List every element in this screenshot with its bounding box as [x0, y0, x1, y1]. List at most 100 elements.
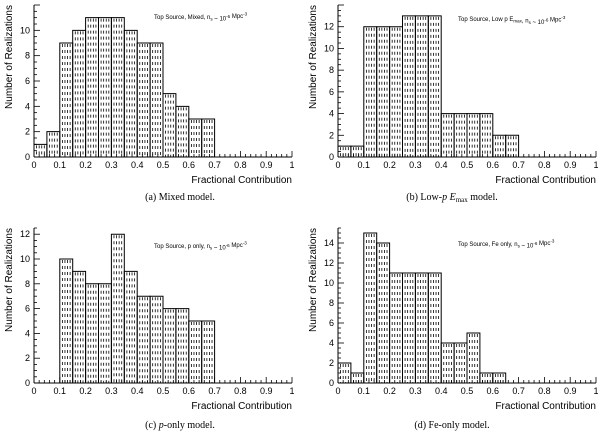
y-tick-label: 6	[25, 76, 30, 86]
histogram-bar	[162, 308, 177, 383]
x-tick-label: 0.4	[435, 386, 448, 396]
x-tick-label: 0.1	[54, 386, 67, 396]
x-tick-label: 0.6	[183, 386, 196, 396]
x-tick-label: 0.5	[461, 160, 474, 170]
histogram-bar	[402, 272, 416, 383]
histogram-bar	[492, 372, 507, 383]
x-tick-label: 0	[335, 160, 340, 170]
histogram-bar	[72, 29, 87, 157]
x-tick-label: 0.8	[234, 160, 247, 170]
histogram-bar	[440, 342, 455, 383]
x-tick-label: 0.2	[383, 386, 396, 396]
histogram-bar	[110, 17, 125, 157]
y-axis-label: Number of Realizations	[4, 228, 15, 332]
panel-caption: (d) Fe-only model.	[414, 420, 489, 431]
y-axis-label: Number of Realizations	[4, 5, 15, 109]
x-axis-label: Fractional Contribution	[191, 175, 292, 186]
histogram-bar	[363, 26, 378, 157]
y-tick-label: 0	[25, 378, 30, 388]
histogram-bar	[350, 372, 365, 383]
histogram-bar	[123, 270, 138, 383]
x-tick-label: 0	[31, 386, 36, 396]
histogram-bar	[479, 113, 494, 157]
y-tick-label: 14	[324, 238, 334, 248]
y-tick-label: 4	[25, 328, 30, 338]
x-tick-label: 0.4	[131, 160, 144, 170]
x-tick-label: 0.8	[538, 160, 551, 170]
x-tick-label: 0	[31, 160, 36, 170]
x-tick-label: 0.5	[157, 160, 170, 170]
y-tick-label: 4	[25, 101, 30, 111]
y-tick-label: 8	[25, 279, 30, 289]
y-tick-label: 4	[329, 338, 334, 348]
y-tick-label: 10	[20, 254, 30, 264]
x-axis-label: Fractional Contribution	[495, 401, 596, 412]
x-tick-label: 1	[289, 386, 294, 396]
histogram-bar	[85, 17, 99, 157]
x-tick-label: 0.3	[105, 160, 118, 170]
x-tick-label: 0.7	[208, 386, 221, 396]
y-tick-label: 0	[329, 378, 334, 388]
histogram-bar	[149, 295, 164, 383]
histogram-bar	[72, 270, 87, 383]
histogram-bar	[201, 118, 216, 157]
y-axis-label: Number of Realizations	[308, 5, 319, 109]
histogram-bar	[175, 308, 190, 383]
x-tick-label: 0.4	[435, 160, 448, 170]
y-tick-label: 4	[329, 109, 334, 119]
histogram-bar	[505, 134, 520, 157]
x-tick-label: 0.5	[461, 386, 474, 396]
x-tick-label: 0.8	[234, 386, 247, 396]
y-tick-label: 8	[329, 65, 334, 75]
x-tick-label: 0.1	[358, 160, 371, 170]
histogram-bar	[136, 42, 151, 157]
chart-panel-b: 0 0.1 0.2 0.3 0.4 0.5 0.6 0.7 0.8 0.9 1024681012Fr…	[308, 4, 599, 204]
histogram-bar	[98, 283, 112, 383]
y-tick-label: 2	[25, 127, 30, 137]
x-tick-label: 0.9	[564, 386, 577, 396]
y-tick-label: 8	[329, 298, 334, 308]
histogram-bar	[59, 258, 74, 383]
x-tick-label: 1	[289, 160, 294, 170]
x-axis-label: Fractional Contribution	[191, 401, 292, 412]
chart-panel-d: 0 0.1 0.2 0.3 0.4 0.5 0.6 0.7 0.8 0.9 102468101214…	[308, 227, 599, 431]
histogram-bar	[453, 342, 468, 383]
histogram-bar	[414, 15, 429, 157]
x-tick-label: 0.2	[79, 386, 92, 396]
y-tick-label: 2	[329, 358, 334, 368]
histogram-bar	[350, 145, 365, 157]
y-tick-label: 6	[329, 87, 334, 97]
histogram-bar	[389, 272, 403, 383]
histogram-bar	[123, 29, 138, 157]
histogram-bar	[479, 372, 494, 383]
x-tick-label: 0	[335, 386, 340, 396]
histogram-bar	[414, 272, 429, 383]
y-tick-label: 10	[20, 25, 30, 35]
panel-annotation: Top Source, p only, ns ~ 10-6 Mpc-3	[154, 241, 247, 252]
panel-annotation: Top Source, Low p Emax, ns ~ 10-6 Mpc-3	[458, 15, 566, 26]
y-tick-label: 0	[329, 152, 334, 162]
histogram-bar	[440, 113, 455, 157]
x-tick-label: 0.6	[183, 160, 196, 170]
y-tick-label: 10	[324, 278, 334, 288]
histogram-bar	[376, 26, 391, 157]
x-tick-label: 0.6	[487, 160, 500, 170]
y-tick-label: 0	[25, 152, 30, 162]
x-tick-label: 0.1	[54, 160, 67, 170]
histogram-bar	[466, 113, 481, 157]
x-tick-label: 1	[593, 160, 598, 170]
y-tick-label: 2	[25, 353, 30, 363]
x-tick-label: 0.9	[260, 386, 273, 396]
y-tick-label: 6	[25, 304, 30, 314]
panel-annotation: Top Source, Mixed, ns ~ 10-6 Mpc-3	[154, 12, 248, 23]
y-tick-label: 2	[329, 130, 334, 140]
histogram-bar	[201, 320, 216, 383]
x-tick-label: 0.6	[487, 386, 500, 396]
histogram-bar	[98, 17, 112, 157]
y-tick-label: 12	[324, 258, 334, 268]
x-tick-label: 0.2	[79, 160, 92, 170]
panel-caption: (c) p-only model.	[145, 420, 215, 431]
y-tick-label: 10	[324, 43, 334, 53]
x-tick-label: 0.1	[358, 386, 371, 396]
